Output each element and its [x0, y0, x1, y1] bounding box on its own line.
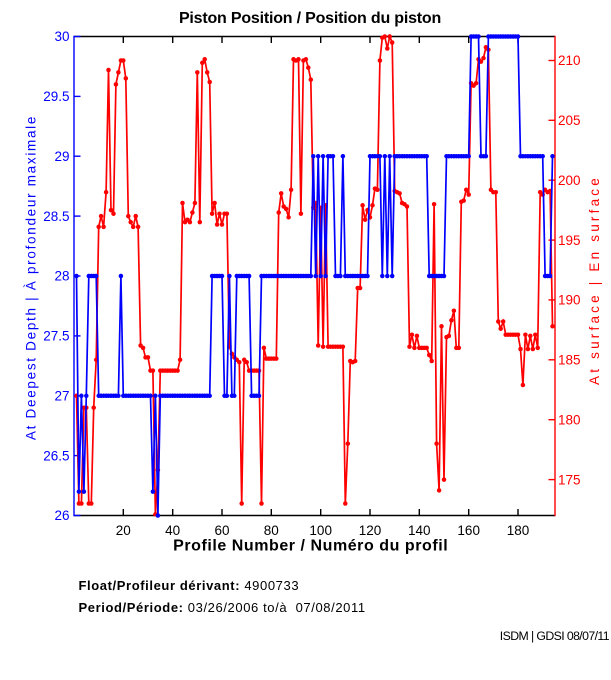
svg-text:ISDM | GDSI 08/07/11: ISDM | GDSI 08/07/11 [500, 629, 610, 643]
svg-text:Float/Profileur dérivant: 4900: Float/Profileur dérivant: 4900733 [79, 578, 300, 593]
svg-text:Piston Position / Position du: Piston Position / Position du piston [179, 10, 441, 27]
svg-text:60: 60 [214, 523, 229, 538]
svg-text:210: 210 [558, 53, 581, 68]
svg-text:160: 160 [457, 523, 480, 538]
svg-text:28.5: 28.5 [43, 209, 69, 224]
svg-text:At surface | En surface: At surface | En surface [587, 175, 602, 385]
svg-text:80: 80 [264, 523, 279, 538]
svg-text:205: 205 [558, 113, 581, 128]
svg-text:26: 26 [54, 508, 69, 523]
svg-text:100: 100 [309, 523, 332, 538]
svg-text:40: 40 [165, 523, 180, 538]
svg-text:195: 195 [558, 233, 581, 248]
svg-text:200: 200 [558, 173, 581, 188]
svg-text:27: 27 [54, 388, 69, 403]
svg-text:175: 175 [558, 472, 581, 487]
svg-text:140: 140 [408, 523, 431, 538]
svg-text:29.5: 29.5 [43, 89, 69, 104]
svg-text:185: 185 [558, 353, 581, 368]
svg-text:Period/Période: 03/26/2006 to/: Period/Période: 03/26/2006 to/à 07/08/20… [79, 600, 366, 615]
svg-text:120: 120 [359, 523, 382, 538]
svg-text:28: 28 [54, 269, 69, 284]
svg-text:Profile Number / Numéro du pro: Profile Number / Numéro du profil [173, 538, 448, 555]
svg-text:180: 180 [507, 523, 530, 538]
svg-text:30: 30 [54, 29, 69, 44]
svg-text:26.5: 26.5 [43, 448, 69, 463]
svg-text:29: 29 [54, 149, 69, 164]
svg-text:At Deepest Depth | À profondeu: At Deepest Depth | À profondeur maximale [24, 115, 39, 440]
svg-text:27.5: 27.5 [43, 329, 69, 344]
svg-text:190: 190 [558, 293, 581, 308]
svg-text:20: 20 [116, 523, 131, 538]
svg-text:180: 180 [558, 412, 581, 427]
